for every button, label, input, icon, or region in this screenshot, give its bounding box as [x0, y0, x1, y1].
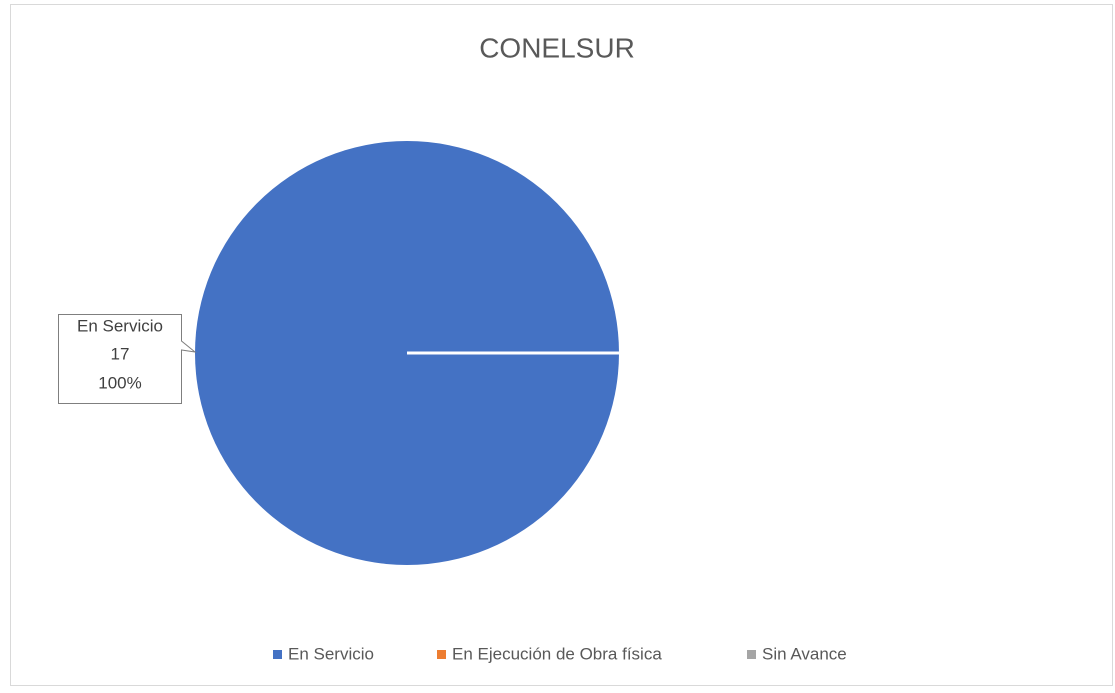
- legend-label: En Ejecución de Obra física: [452, 644, 662, 663]
- legend-swatch: [273, 650, 282, 659]
- data-callout: [58, 314, 197, 404]
- data-label-value: 17: [111, 344, 130, 363]
- legend-label: En Servicio: [288, 644, 374, 663]
- legend-swatch: [747, 650, 756, 659]
- data-label-percent: 100%: [98, 373, 141, 392]
- legend-label: Sin Avance: [762, 644, 847, 663]
- data-label-category: En Servicio: [77, 316, 163, 335]
- legend-swatch: [437, 650, 446, 659]
- chart-title: CONELSUR: [479, 32, 635, 63]
